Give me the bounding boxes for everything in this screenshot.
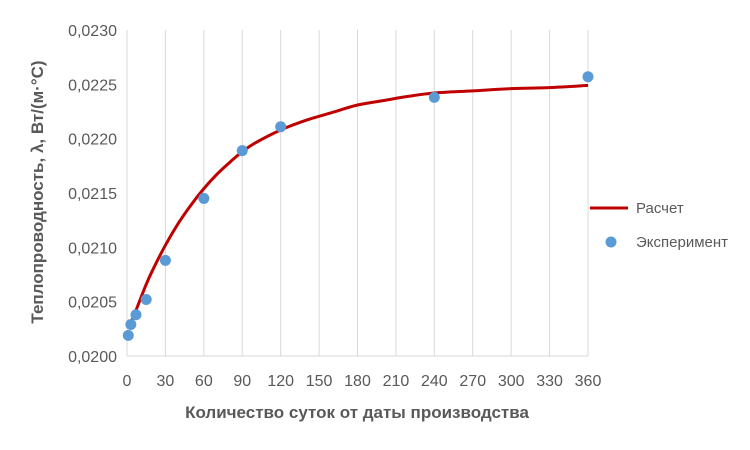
x-tick-label: 240 xyxy=(421,373,448,390)
legend: Расчет Эксперимент xyxy=(590,200,728,251)
data-point-experiment xyxy=(198,192,210,204)
x-tick-label: 360 xyxy=(575,373,602,390)
x-tick-label: 270 xyxy=(459,373,486,390)
y-axis-title: Теплопроводность, λ, Вт/(м·°С) xyxy=(28,60,47,323)
x-axis-title: Количество суток от даты производства xyxy=(185,403,529,422)
data-point-experiment xyxy=(275,121,287,133)
data-point-experiment xyxy=(582,71,594,83)
grid-layer xyxy=(164,30,589,356)
y-tick-label: 0,0200 xyxy=(68,349,117,366)
data-point-experiment xyxy=(125,318,137,330)
legend-label-line: Расчет xyxy=(636,200,684,217)
x-tick-label: 210 xyxy=(383,373,410,390)
y-tick-label: 0,0225 xyxy=(68,77,117,94)
x-tick-label: 120 xyxy=(267,373,294,390)
data-point-experiment xyxy=(236,145,248,157)
data-point-experiment xyxy=(140,293,152,305)
y-tick-label: 0,0210 xyxy=(68,240,117,257)
series-line-raschet xyxy=(128,83,589,328)
y-tick-label: 0,0205 xyxy=(68,295,117,312)
y-tick-label: 0,0230 xyxy=(68,23,117,40)
axes-layer xyxy=(126,30,588,357)
x-tick-label: 330 xyxy=(536,373,563,390)
legend-label-marker: Эксперимент xyxy=(636,234,728,251)
legend-swatch-marker xyxy=(605,236,617,248)
x-tick-label: 30 xyxy=(157,373,175,390)
x-tick-label: 90 xyxy=(233,373,251,390)
x-tick-label: 0 xyxy=(123,373,132,390)
series-layer xyxy=(122,71,594,341)
x-tick-label: 60 xyxy=(195,373,213,390)
data-point-experiment xyxy=(122,329,134,341)
data-point-experiment xyxy=(428,91,440,103)
y-tick-label: 0,0220 xyxy=(68,132,117,149)
x-tick-label: 150 xyxy=(306,373,333,390)
ticks-layer: 0 30 60 90 120 150 180 210 240 270 300 330 360 0,0200… xyxy=(68,23,601,390)
x-tick-label: 180 xyxy=(344,373,371,390)
data-point-experiment xyxy=(159,254,171,266)
data-point-experiment xyxy=(130,309,142,321)
y-tick-label: 0,0215 xyxy=(68,186,117,203)
x-tick-label: 300 xyxy=(498,373,525,390)
